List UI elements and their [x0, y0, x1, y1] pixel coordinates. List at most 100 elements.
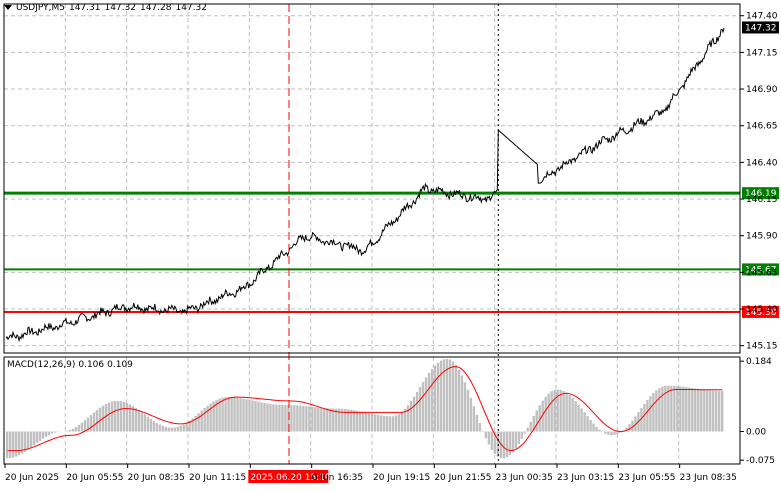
macd-histogram-bar	[440, 361, 442, 432]
macd-histogram-bar	[371, 414, 373, 432]
current-price-label: 147.32	[745, 23, 777, 33]
macd-histogram-bar	[305, 406, 307, 431]
macd-histogram-bar	[452, 362, 454, 432]
macd-histogram-bar	[503, 432, 505, 459]
macd-histogram-bar	[670, 386, 672, 432]
macd-histogram-bar	[245, 399, 247, 431]
macd-histogram-bar	[434, 366, 436, 432]
high-value: 147.32	[104, 3, 136, 13]
macd-histogram-bar	[359, 411, 361, 431]
macd-histogram-bar	[595, 427, 597, 432]
macd-histogram-bar	[577, 405, 579, 432]
macd-histogram-bar	[512, 432, 514, 453]
macd-histogram-bar	[12, 432, 14, 458]
macd-histogram-bar	[658, 388, 660, 431]
macd-histogram-bar	[604, 432, 606, 434]
macd-histogram-bar	[147, 417, 149, 432]
macd-histogram-bar	[114, 401, 116, 431]
macd-histogram-bar	[721, 391, 723, 432]
collapse-arrow-icon[interactable]	[4, 5, 12, 10]
macd-histogram-bar	[183, 425, 185, 432]
macd-histogram-bar	[461, 375, 463, 431]
macd-histogram-bar	[667, 386, 669, 432]
macd-histogram-bar	[536, 410, 538, 431]
macd-tick-label: 0.184	[746, 357, 772, 367]
macd-histogram-bar	[242, 399, 244, 432]
macd-histogram-bar	[458, 370, 460, 432]
macd-histogram-bar	[96, 410, 98, 431]
macd-histogram-bar	[69, 430, 71, 432]
macd-histogram-bar	[383, 416, 385, 432]
macd-histogram-bar	[350, 410, 352, 432]
macd-histogram-bar	[422, 382, 424, 431]
macd-histogram-bar	[120, 401, 122, 431]
macd-histogram-bar	[467, 390, 469, 432]
macd-histogram-bar	[257, 402, 259, 432]
macd-histogram-bar	[485, 432, 487, 439]
macd-histogram-bar	[470, 398, 472, 432]
macd-histogram-bar	[685, 387, 687, 431]
macd-histogram-bar	[694, 388, 696, 431]
price-tick-label: 146.40	[746, 158, 778, 168]
macd-histogram-bar	[425, 377, 427, 431]
low-value: 147.28	[140, 3, 172, 13]
macd-histogram-bar	[18, 432, 20, 456]
time-tick-label: 20 Jun 11:15	[189, 473, 246, 483]
macd-histogram-bar	[407, 405, 409, 431]
macd-histogram-bar	[45, 432, 47, 437]
macd-histogram-bar	[580, 408, 582, 431]
macd-histogram-bar	[260, 402, 262, 431]
macd-histogram-bar	[530, 422, 532, 432]
macd-histogram-bar	[419, 387, 421, 432]
time-tick-label: 20 Jun 21:55	[434, 473, 491, 483]
price-tick-label: 145.90	[746, 232, 778, 242]
macd-histogram-bar	[524, 432, 526, 434]
macd-histogram-bar	[473, 406, 475, 431]
macd-histogram-bar	[395, 416, 397, 432]
price-line	[6, 28, 724, 340]
macd-histogram-bar	[679, 386, 681, 431]
macd-histogram-bar	[607, 432, 609, 435]
macd-histogram-bar	[174, 428, 176, 432]
macd-histogram-bar	[389, 416, 391, 431]
macd-histogram-bar	[248, 400, 250, 432]
macd-histogram-bar	[682, 387, 684, 432]
macd-histogram-bar	[365, 413, 367, 432]
macd-histogram-bar	[275, 405, 277, 432]
time-tick-label: 20 Jun 08:35	[128, 473, 185, 483]
macd-histogram-bar	[610, 432, 612, 436]
macd-histogram-bar	[105, 404, 107, 432]
macd-histogram-bar	[455, 365, 457, 432]
macd-histogram-bar	[655, 390, 657, 431]
price-tick-label: 145.65	[746, 268, 778, 278]
price-tick-label: 145.15	[746, 342, 778, 352]
macd-histogram-bar	[230, 397, 232, 431]
macd-histogram-bar	[162, 426, 164, 432]
macd-name: MACD(12,26,9)	[7, 360, 75, 370]
macd-histogram-bar	[6, 432, 8, 459]
macd-histogram-bar	[75, 427, 77, 432]
price-series	[6, 28, 724, 340]
macd-histogram-bar	[482, 431, 484, 432]
macd-histogram-bar	[553, 390, 555, 432]
macd-histogram-bar	[509, 432, 511, 456]
macd-histogram-bar	[586, 416, 588, 431]
macd-histogram-bar	[269, 404, 271, 432]
macd-histogram-bar	[506, 432, 508, 458]
macd-histogram-bar	[562, 391, 564, 432]
macd-histogram-bar	[431, 369, 433, 431]
macd-histogram-bar	[643, 404, 645, 432]
macd-histogram-bar	[326, 408, 328, 431]
price-tick-label: 147.15	[746, 48, 778, 58]
macd-histogram-bar	[54, 432, 56, 433]
macd-histogram-bar	[224, 397, 226, 431]
macd-histogram-bar	[583, 412, 585, 431]
macd-histogram-bar	[362, 412, 364, 431]
time-tick-label: 23 Jun 05:55	[618, 473, 675, 483]
macd-histogram-bar	[293, 405, 295, 431]
macd-histogram-bar	[652, 393, 654, 432]
